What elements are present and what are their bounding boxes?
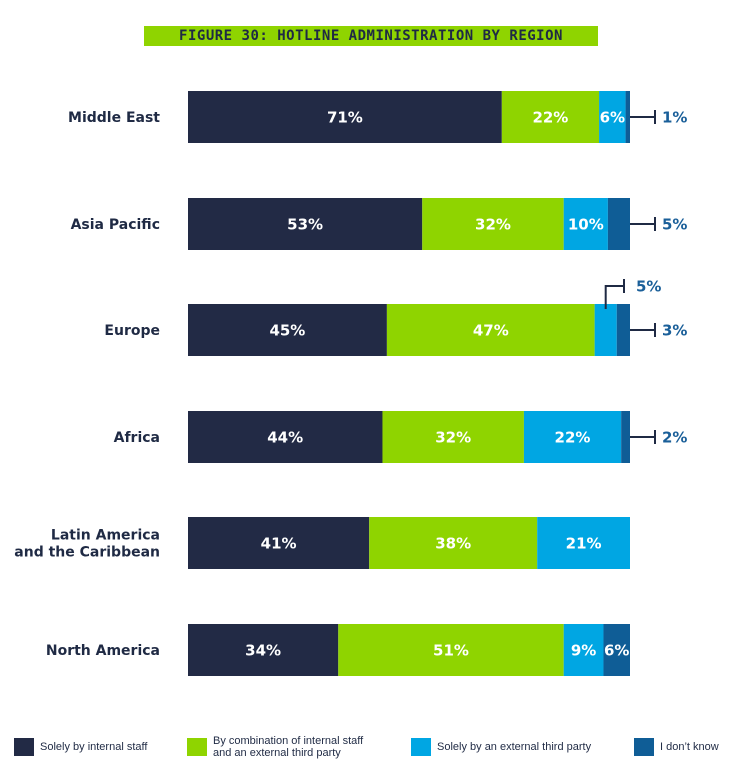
callout-label: 3%	[662, 322, 687, 340]
bar-segment	[616, 304, 630, 356]
chart-title-bar: FIGURE 30: HOTLINE ADMINISTRATION BY REG…	[144, 26, 598, 46]
data-label: 10%	[568, 216, 604, 234]
data-label: 22%	[555, 429, 591, 447]
bar-segment	[501, 91, 600, 143]
data-label: 47%	[473, 322, 509, 340]
legend-label: Solely by internal staff	[40, 741, 148, 753]
callout-label: 1%	[662, 109, 687, 127]
data-label: 38%	[435, 535, 471, 553]
category-label: Africa	[114, 430, 160, 446]
data-label: 6%	[600, 109, 625, 127]
legend-item: I don’t know	[634, 735, 719, 756]
bar-segment	[625, 91, 630, 143]
bar-segment	[188, 624, 339, 676]
stacked-bar-chart: Middle East 71% 22% 6% 1% Asia Pacific 53% 32% 1…	[14, 91, 687, 676]
bar-segment	[607, 198, 630, 250]
bar-segment	[188, 517, 370, 569]
bar-segment	[382, 411, 524, 463]
category-label: North America	[46, 643, 160, 659]
bar-segment	[523, 411, 622, 463]
category-label: Asia Pacific	[71, 217, 160, 233]
data-label: 9%	[571, 642, 596, 660]
legend-swatch	[187, 738, 207, 756]
bar-segment	[188, 198, 423, 250]
data-label: 45%	[269, 322, 305, 340]
bar-segment	[621, 411, 630, 463]
data-label: 71%	[327, 109, 363, 127]
category-label: Latin America and the Caribbean	[14, 528, 160, 561]
bar-segment	[188, 91, 502, 143]
bar-segment	[537, 517, 630, 569]
bar-segment	[188, 411, 383, 463]
chart-title: FIGURE 30: HOTLINE ADMINISTRATION BY REG…	[179, 28, 563, 44]
data-label: 44%	[267, 429, 303, 447]
bar-segment	[603, 624, 630, 676]
data-label: 51%	[433, 642, 469, 660]
data-label: 6%	[604, 642, 629, 660]
data-label: 53%	[287, 216, 323, 234]
bar-segment	[188, 304, 387, 356]
bar-segment	[563, 624, 604, 676]
bar-segment	[599, 91, 626, 143]
bar-segment	[422, 198, 564, 250]
legend-item: Solely by an external third party	[411, 735, 591, 756]
category-label: Europe	[104, 323, 160, 339]
legend-label: I don’t know	[660, 741, 719, 753]
legend-item: By combination of internal staff and an …	[187, 735, 363, 759]
bar-segment	[338, 624, 564, 676]
legend-item: Solely by internal staff	[14, 735, 147, 756]
callout-label: 5%	[662, 216, 687, 234]
bar-segment	[369, 517, 538, 569]
bar-segment	[386, 304, 595, 356]
data-label: 21%	[566, 535, 602, 553]
bar-segment	[563, 198, 608, 250]
callout-label: 2%	[662, 429, 687, 447]
data-label: 41%	[261, 535, 297, 553]
bar-segment	[594, 304, 617, 356]
legend-swatch	[634, 738, 654, 756]
data-label: 32%	[475, 216, 511, 234]
data-label: 34%	[245, 642, 281, 660]
data-label: 32%	[435, 429, 471, 447]
category-label: Middle East	[68, 110, 160, 126]
data-label: 22%	[532, 109, 568, 127]
legend: Solely by internal staff By combination o…	[0, 735, 745, 775]
legend-swatch	[14, 738, 34, 756]
legend-label: By combination of internal staff and an …	[213, 735, 364, 759]
callout-label: 5%	[636, 278, 661, 296]
legend-swatch	[411, 738, 431, 756]
callout-line	[604, 285, 624, 309]
legend-label: Solely by an external third party	[437, 741, 592, 753]
